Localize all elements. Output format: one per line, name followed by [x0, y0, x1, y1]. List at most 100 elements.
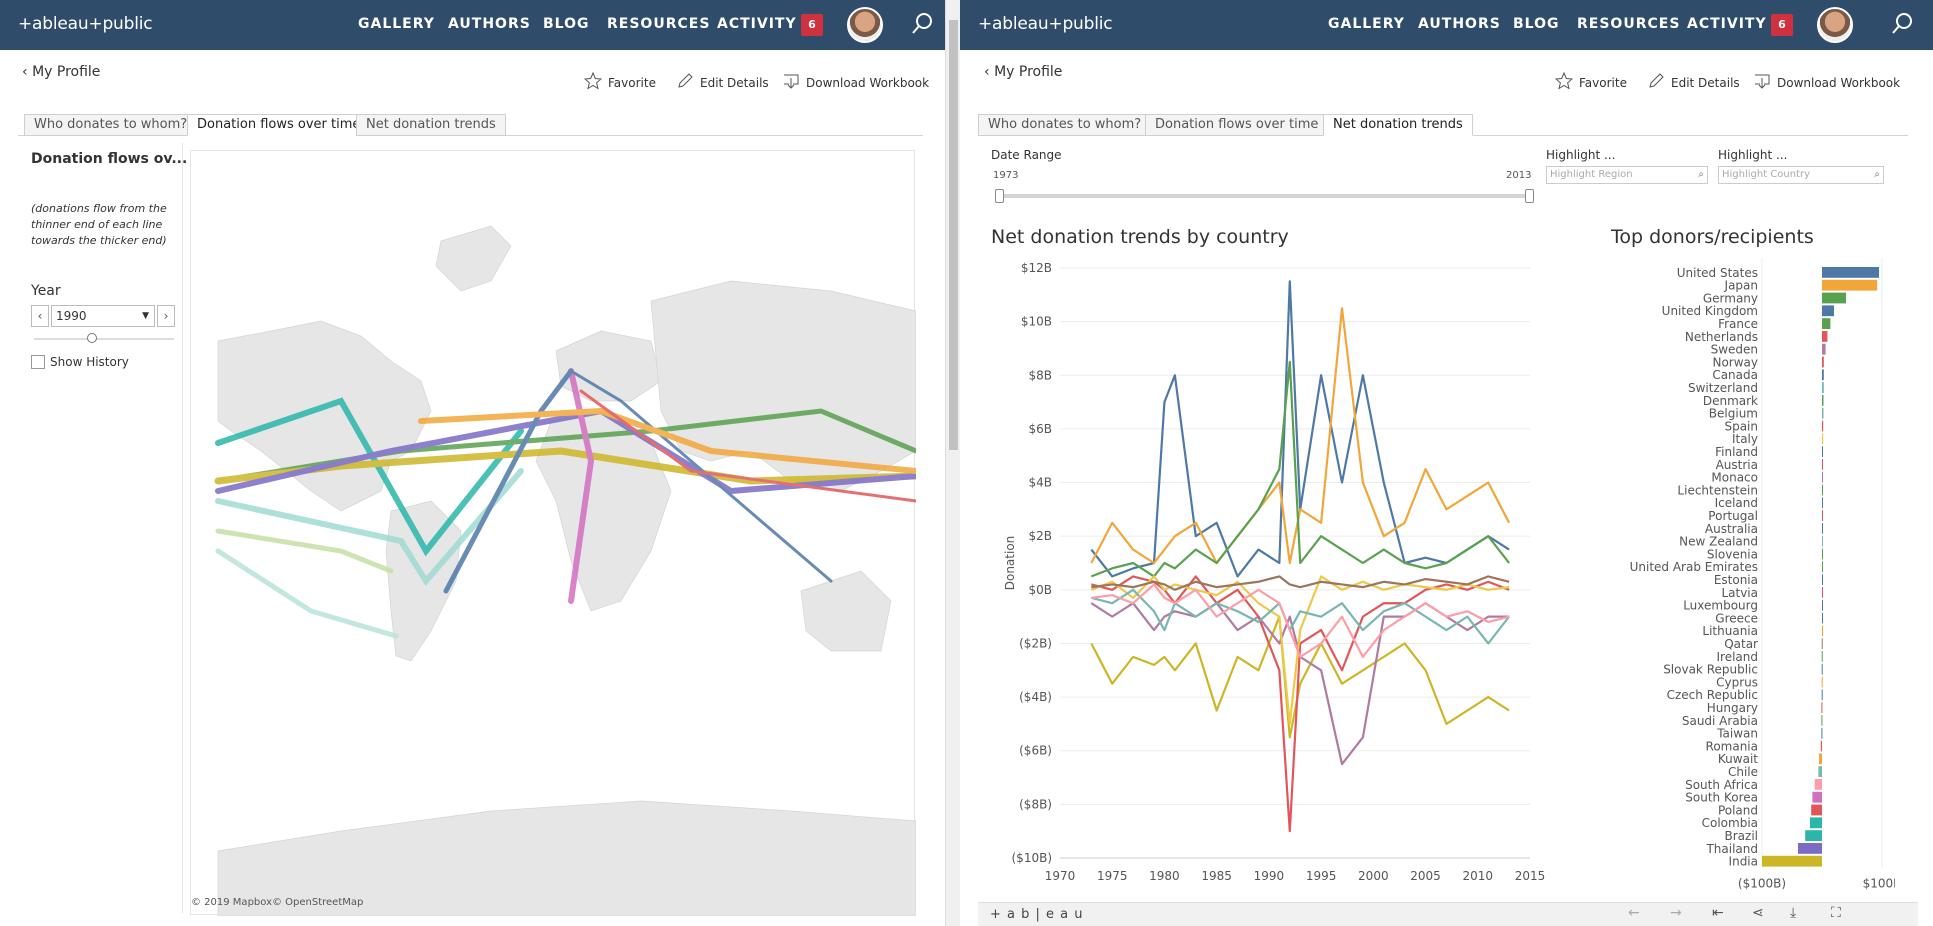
year-prev-button[interactable]: ‹	[31, 305, 49, 327]
flow-line	[215, 548, 399, 639]
tab-donation-flows[interactable]: Donation flows over time	[1145, 114, 1329, 136]
back-link[interactable]: ‹ My Profile	[984, 64, 1062, 80]
x-tick-label: 2015	[1515, 869, 1546, 883]
map-view[interactable]: © 2019 Mapbox© OpenStreetMap	[190, 150, 920, 917]
date-range-track[interactable]	[995, 194, 1530, 198]
bar	[1821, 715, 1823, 726]
category-label: South Africa	[1685, 778, 1758, 792]
filter-panel: Donation flows ov... (donations flow fro…	[18, 143, 187, 913]
year-next-button[interactable]: ›	[157, 305, 175, 327]
category-label: Czech Republic	[1667, 688, 1758, 702]
download-workbook-button[interactable]: Download Workbook	[1753, 72, 1900, 90]
x-tick-label: 2000	[1358, 869, 1389, 883]
scrollbar-thumb[interactable]	[949, 20, 958, 450]
world-map[interactable]	[191, 151, 920, 917]
y-tick-label: ($10B)	[1012, 851, 1053, 865]
avatar[interactable]	[1817, 7, 1853, 43]
tab-net-trends[interactable]: Net donation trends	[1323, 114, 1473, 136]
activity-badge[interactable]: 6	[1771, 14, 1793, 36]
nav-gallery[interactable]: GALLERY	[1328, 16, 1405, 32]
bar	[1822, 535, 1823, 547]
year-slider-handle[interactable]	[87, 333, 97, 343]
x-tick-label: 1980	[1149, 869, 1180, 883]
nav-blog[interactable]: BLOG	[543, 16, 590, 32]
category-label: France	[1718, 317, 1758, 331]
map-attribution[interactable]: © 2019 Mapbox© OpenStreetMap	[191, 897, 364, 908]
tab-who-donates[interactable]: Who donates to whom?	[24, 114, 198, 136]
europe	[555, 330, 662, 402]
search-icon[interactable]	[910, 12, 934, 36]
pencil-icon	[1649, 73, 1664, 88]
tab-who-donates[interactable]: Who donates to whom?	[978, 114, 1152, 136]
tab-net-trends[interactable]: Net donation trends	[356, 114, 506, 136]
land-masses	[217, 225, 917, 917]
nav-gallery[interactable]: GALLERY	[358, 16, 435, 32]
bar	[1822, 356, 1824, 368]
avatar[interactable]	[847, 7, 883, 43]
star-icon	[583, 71, 603, 90]
edit-details-button[interactable]: Edit Details	[1647, 72, 1740, 90]
undo-icon[interactable]: ←	[1628, 905, 1640, 921]
year-select[interactable]: 1990 ▼	[51, 305, 155, 327]
year-slider-track[interactable]	[34, 338, 174, 340]
category-label: Sweden	[1711, 343, 1758, 357]
nav-authors[interactable]: AUTHORS	[448, 16, 531, 32]
bar	[1811, 804, 1822, 816]
x-tick-label: 1970	[1045, 869, 1076, 883]
tableau-logo[interactable]: +ableau+public	[18, 14, 153, 34]
redo-icon[interactable]: →	[1670, 905, 1682, 921]
favorite-button[interactable]: Favorite	[1554, 71, 1627, 90]
x-tick-label: 1975	[1097, 869, 1128, 883]
highlight-country-input[interactable]: Highlight Country ⌕	[1718, 166, 1884, 184]
tab-donation-flows[interactable]: Donation flows over time	[187, 114, 371, 136]
series-line	[1090, 615, 1510, 739]
nav-resources[interactable]: RESOURCES	[1577, 16, 1681, 32]
flow-note: (donations flow from the thinner end of …	[31, 201, 167, 249]
show-history-checkbox[interactable]	[31, 355, 45, 369]
nav-activity[interactable]: ACTIVITY	[1687, 16, 1767, 32]
search-icon[interactable]	[1890, 12, 1914, 36]
bar	[1814, 779, 1822, 790]
download-icon[interactable]: ⤓	[1790, 905, 1797, 921]
y-tick-label: $10B	[1021, 315, 1052, 329]
date-range-start-handle[interactable]	[995, 189, 1004, 203]
category-label: Finland	[1715, 445, 1758, 459]
category-label: Poland	[1718, 803, 1758, 817]
date-range-end-handle[interactable]	[1525, 189, 1534, 203]
bar	[1812, 791, 1822, 803]
top-nav: +ableau+public GALLERY AUTHORS BLOG RESO…	[960, 0, 1933, 50]
y-tick-label: $0B	[1028, 583, 1052, 597]
x-tick-label: 2010	[1463, 869, 1494, 883]
category-label: Australia	[1705, 522, 1758, 536]
back-link[interactable]: ‹ My Profile	[22, 64, 100, 80]
line-chart[interactable]: $12B $10B $8B $6B $4B $2B $0B ($2B) ($4B) ($6B) ($…	[990, 258, 1570, 893]
fullscreen-icon[interactable]: ⛶	[1831, 905, 1841, 921]
bar-chart-title: Top donors/recipients	[1611, 226, 1814, 248]
highlight-region-placeholder: Highlight Region	[1550, 169, 1633, 180]
bar	[1822, 497, 1823, 509]
y-tick-label: ($8B)	[1019, 797, 1052, 811]
category-label: Hungary	[1707, 701, 1758, 715]
nav-blog[interactable]: BLOG	[1513, 16, 1560, 32]
revert-icon[interactable]: ⇤	[1712, 905, 1724, 921]
favorite-button[interactable]: Favorite	[583, 71, 656, 90]
date-range-start: 1973	[993, 170, 1019, 181]
download-workbook-button[interactable]: Download Workbook	[782, 72, 929, 90]
bar	[1821, 727, 1823, 739]
y-tick-label: $8B	[1028, 368, 1052, 382]
activity-badge[interactable]: 6	[801, 14, 823, 36]
category-label: Cyprus	[1716, 675, 1758, 689]
bar	[1822, 267, 1879, 278]
highlight-region-label: Highlight ...	[1546, 148, 1616, 162]
star-icon	[1554, 71, 1574, 90]
tableau-logo[interactable]: +ableau+public	[978, 14, 1113, 34]
nav-resources[interactable]: RESOURCES	[607, 16, 711, 32]
nav-authors[interactable]: AUTHORS	[1418, 16, 1501, 32]
tableau-footer-logo[interactable]: + a b | e a u	[990, 907, 1084, 922]
highlight-region-input[interactable]: Highlight Region ⌕	[1546, 166, 1708, 184]
flow-line	[215, 468, 524, 587]
nav-activity[interactable]: ACTIVITY	[717, 16, 797, 32]
share-icon[interactable]: ⋖	[1752, 905, 1764, 921]
edit-details-button[interactable]: Edit Details	[676, 72, 769, 90]
